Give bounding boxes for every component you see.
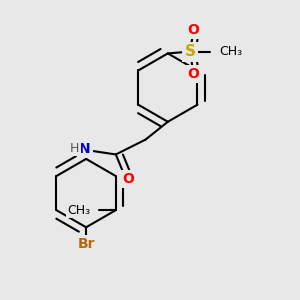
- Text: O: O: [187, 22, 199, 37]
- Text: O: O: [122, 172, 134, 186]
- Text: H: H: [70, 142, 80, 155]
- Text: N: N: [79, 142, 90, 155]
- Text: CH₃: CH₃: [67, 204, 90, 217]
- Text: S: S: [184, 44, 196, 59]
- Text: Br: Br: [77, 237, 95, 250]
- Text: CH₃: CH₃: [219, 45, 242, 58]
- Text: O: O: [187, 67, 199, 81]
